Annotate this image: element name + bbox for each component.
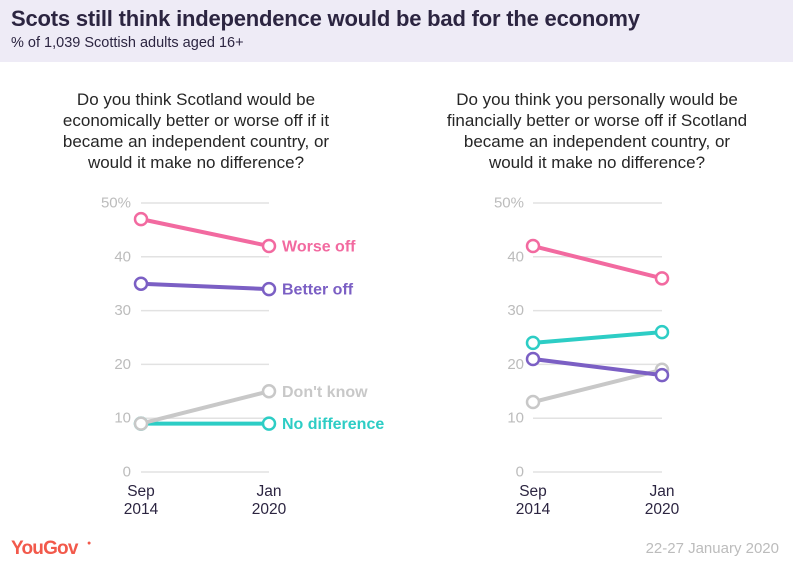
question-line: became an independent country, or [463, 132, 731, 151]
y-tick-label: 20 [114, 356, 131, 373]
series-line-worse-off [531, 244, 664, 281]
question-line: financially better or worse off if Scotl… [446, 111, 748, 130]
data-point-better-off [133, 276, 149, 291]
series-don-t-know [525, 362, 670, 410]
y-tick-label: 40 [114, 248, 131, 265]
y-tick-label: 0 [123, 464, 131, 481]
series-label-better-off: Better off [282, 282, 354, 299]
series-line-no-difference [531, 330, 664, 345]
header-band: Scots still think independence would be … [0, 0, 793, 62]
question-line: became an independent country, or [62, 132, 330, 151]
series-line-better-off [531, 357, 664, 378]
y-tick-label: 50% [494, 195, 524, 212]
x-tick-label: 2020 [645, 501, 680, 518]
series-worse-off [525, 238, 670, 286]
series-better-off: Better off [133, 276, 354, 299]
y-tick-label: 10 [507, 410, 524, 427]
x-tick-label: Jan [257, 483, 282, 500]
x-tick-label: 2020 [252, 501, 287, 518]
series-line-better-off [139, 281, 271, 292]
data-point-better-off [654, 367, 670, 383]
data-point-no-difference [654, 324, 670, 340]
series-label-no-difference: No difference [282, 416, 384, 433]
series-label-worse-off: Worse off [282, 239, 356, 256]
logo-registered-mark: ● [87, 540, 92, 547]
x-tick-label: Sep [519, 483, 547, 500]
x-tick-label: 2014 [516, 501, 551, 518]
data-point-no-difference [525, 335, 541, 351]
question-line: would it make no difference? [488, 153, 706, 172]
series-line-don-t-know [531, 367, 664, 405]
data-point-worse-off [654, 271, 670, 286]
data-point-worse-off [525, 238, 541, 254]
data-point-worse-off [261, 238, 277, 254]
data-point-better-off [261, 281, 277, 297]
y-tick-label: 0 [516, 464, 524, 481]
question-line: would it make no difference? [87, 153, 305, 172]
data-point-no-difference [261, 416, 277, 431]
data-point-worse-off [133, 211, 149, 227]
left-chart-question: Do you think Scotland would be economica… [6, 89, 386, 173]
right-chart-question: Do you think you personally would be fin… [407, 89, 787, 173]
y-tick-label: 20 [507, 356, 524, 373]
yougov-logo: YouGov [11, 538, 78, 559]
x-tick-label: 2014 [124, 501, 159, 518]
data-point-better-off [525, 351, 541, 367]
question-line: Do you think you personally would be [456, 90, 738, 109]
series-better-off [525, 351, 670, 383]
data-point-don-t-know [261, 384, 277, 399]
x-tick-label: Jan [650, 483, 675, 500]
data-point-don-t-know [133, 416, 149, 431]
series-line-don-t-know [139, 389, 271, 426]
series-don-t-know: Don't know [133, 384, 368, 431]
series-line-worse-off [139, 217, 271, 249]
series-label-don-t-know: Don't know [282, 384, 368, 401]
series-worse-off: Worse off [133, 211, 356, 256]
y-tick-label: 50% [101, 195, 131, 212]
chart-subtitle: % of 1,039 Scottish adults aged 16+ [11, 35, 244, 51]
chart-title: Scots still think independence would be … [11, 6, 640, 31]
data-point-don-t-know [525, 394, 541, 410]
y-tick-label: 40 [507, 248, 524, 265]
x-tick-label: Sep [127, 483, 155, 500]
question-line: Do you think Scotland would be [76, 90, 316, 109]
question-line: economically better or worse off if it [62, 111, 330, 130]
series-no-difference [525, 324, 670, 351]
y-tick-label: 30 [114, 302, 131, 319]
y-tick-label: 10 [114, 410, 131, 427]
fieldwork-date: 22-27 January 2020 [645, 540, 779, 557]
y-tick-label: 30 [507, 302, 524, 319]
